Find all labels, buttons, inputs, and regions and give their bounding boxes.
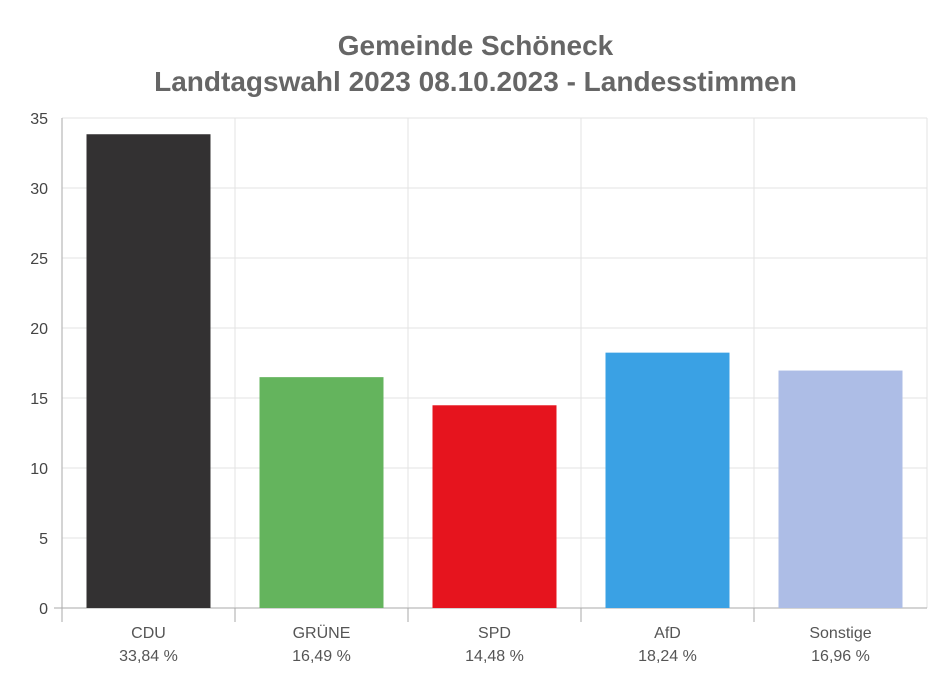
chart-title: Gemeinde Schöneck [337,30,614,61]
y-tick-label: 30 [30,181,48,198]
y-tick-label: 0 [39,601,48,618]
chart-subtitle: Landtagswahl 2023 08.10.2023 - Landessti… [154,66,797,97]
x-category-label: GRÜNE [293,624,351,642]
bar-sonstige [778,370,903,608]
y-tick-label: 5 [39,531,48,548]
bar-grüne [259,377,384,608]
y-tick-label: 15 [30,391,48,408]
y-tick-label: 25 [30,251,48,268]
y-tick-label: 20 [30,321,48,338]
bar-cdu [86,134,211,609]
x-category-label: AfD [654,625,681,642]
x-category-label: Sonstige [809,625,871,642]
bar-spd [432,405,557,608]
y-tick-label: 35 [30,111,48,128]
x-category-label: CDU [131,625,166,642]
x-value-label: 33,84 % [119,648,178,665]
x-value-label: 16,96 % [811,648,870,665]
x-value-label: 16,49 % [292,648,351,665]
x-category-label: SPD [478,625,511,642]
x-value-label: 14,48 % [465,648,524,665]
x-value-label: 18,24 % [638,648,697,665]
bar-afd [605,352,730,608]
y-tick-label: 10 [30,461,48,478]
